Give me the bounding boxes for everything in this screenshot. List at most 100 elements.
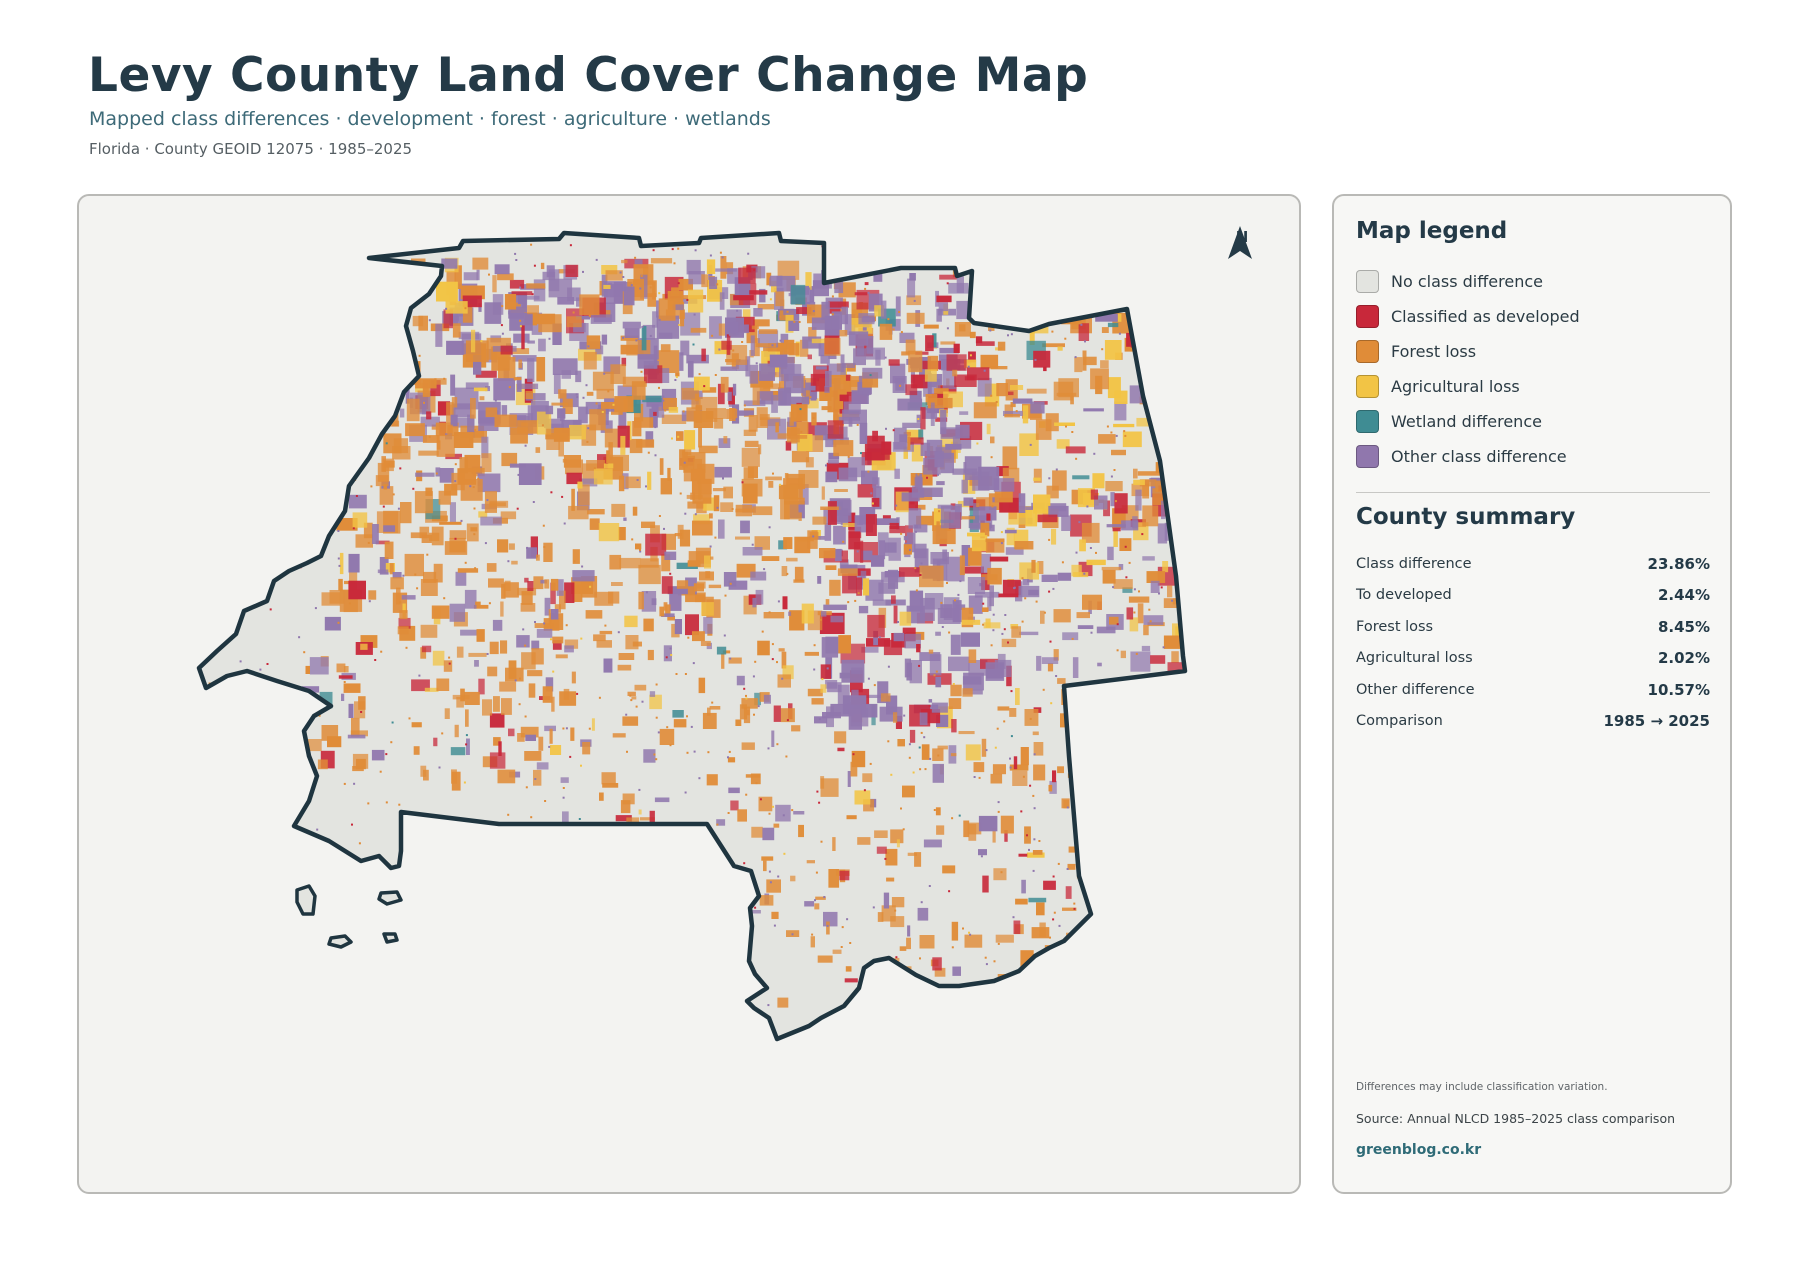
patch-agricultural-loss xyxy=(1086,1005,1088,1008)
patch-forest-loss xyxy=(464,307,467,310)
patch-other xyxy=(878,636,881,639)
patch-agricultural-loss xyxy=(1133,479,1145,486)
patch-other xyxy=(1143,255,1146,258)
patch-other xyxy=(972,471,990,491)
patch-agricultural-loss xyxy=(1051,528,1057,545)
patch-other xyxy=(848,331,869,346)
patch-forest-loss xyxy=(653,753,656,756)
patch-forest-loss xyxy=(808,327,817,342)
site-link[interactable]: greenblog.co.kr xyxy=(1356,1142,1482,1158)
patch-agricultural-loss xyxy=(1057,346,1063,351)
patch-developed xyxy=(652,249,655,252)
patch-forest-loss xyxy=(990,394,993,397)
patch-forest-loss xyxy=(481,453,492,473)
patch-other xyxy=(1032,869,1035,872)
patch-forest-loss xyxy=(935,670,938,673)
patch-developed xyxy=(876,846,887,854)
patch-other xyxy=(635,339,638,342)
patch-other xyxy=(718,348,721,351)
patch-agricultural-loss xyxy=(1142,311,1153,335)
patch-other xyxy=(653,976,656,979)
patch-forest-loss xyxy=(517,733,525,742)
county-map[interactable] xyxy=(79,196,1301,1194)
patch-forest-loss xyxy=(601,772,616,785)
patch-forest-loss xyxy=(632,506,638,516)
patch-other xyxy=(887,665,890,668)
patch-other xyxy=(368,600,371,603)
patch-other xyxy=(909,548,911,551)
patch-other xyxy=(1083,572,1086,575)
patch-other xyxy=(1084,340,1086,343)
patch-forest-loss xyxy=(634,256,637,259)
patch-developed xyxy=(259,705,262,708)
patch-other xyxy=(872,713,875,716)
patch-other xyxy=(253,727,256,730)
patch-other xyxy=(962,689,983,695)
patch-forest-loss xyxy=(472,290,475,293)
patch-agricultural-loss xyxy=(601,411,604,413)
patch-developed xyxy=(919,574,922,576)
patch-forest-loss xyxy=(1074,712,1092,725)
islands xyxy=(295,884,403,949)
patch-forest-loss xyxy=(1098,434,1116,444)
patch-forest-loss xyxy=(784,473,789,479)
patch-forest-loss xyxy=(768,275,771,278)
patch-other xyxy=(592,1020,595,1022)
patch-forest-loss xyxy=(1113,469,1116,471)
patch-forest-loss xyxy=(439,831,442,834)
patch-developed xyxy=(998,593,1019,598)
patch-forest-loss xyxy=(1033,468,1042,483)
patch-other xyxy=(938,302,948,312)
patch-agricultural-loss xyxy=(1104,340,1122,360)
patch-forest-loss xyxy=(423,401,425,404)
patch-other xyxy=(739,324,749,334)
patch-forest-loss xyxy=(329,398,332,401)
patch-developed xyxy=(200,756,203,759)
patch-other xyxy=(639,550,642,553)
patch-agricultural-loss xyxy=(436,281,458,302)
patch-other xyxy=(445,307,448,310)
patch-forest-loss xyxy=(806,860,815,864)
patch-forest-loss xyxy=(500,601,504,617)
patch-agricultural-loss xyxy=(360,643,368,650)
patch-forest-loss xyxy=(863,799,875,812)
patch-other xyxy=(873,630,878,646)
patch-other xyxy=(641,326,644,328)
patch-other xyxy=(524,444,527,447)
patch-forest-loss xyxy=(786,557,798,562)
county-boundary xyxy=(196,230,1188,1042)
patch-other xyxy=(858,605,869,614)
patch-forest-loss xyxy=(573,560,576,563)
patch-other xyxy=(757,705,760,708)
patch-forest-loss xyxy=(753,713,755,716)
patch-developed xyxy=(1150,655,1166,664)
map-panel[interactable]: N xyxy=(77,194,1301,1194)
patch-forest-loss xyxy=(318,714,321,717)
patch-forest-loss xyxy=(950,753,957,757)
patch-other xyxy=(562,796,565,799)
patch-forest-loss xyxy=(665,604,671,617)
patch-forest-loss xyxy=(336,518,358,531)
patch-forest-loss xyxy=(1083,693,1086,696)
patch-other xyxy=(279,545,282,548)
patch-other xyxy=(480,516,502,526)
patch-other xyxy=(961,479,968,494)
patch-other xyxy=(473,354,482,375)
patch-developed xyxy=(883,639,903,656)
patch-agricultural-loss xyxy=(671,437,673,440)
patch-other xyxy=(866,246,869,249)
patch-forest-loss xyxy=(698,373,701,376)
legend-label: Other class difference xyxy=(1391,447,1567,466)
patch-agricultural-loss xyxy=(624,615,638,628)
patch-developed xyxy=(686,299,689,301)
patch-developed xyxy=(489,752,506,769)
patch-forest-loss xyxy=(789,610,805,631)
patch-forest-loss xyxy=(906,295,922,306)
patch-forest-loss xyxy=(1024,709,1039,726)
patch-forest-loss xyxy=(682,410,685,413)
patch-agricultural-loss xyxy=(1006,527,1015,546)
patch-forest-loss xyxy=(1138,337,1152,356)
patch-agricultural-loss xyxy=(985,618,991,628)
patch-developed xyxy=(531,293,534,296)
patch-developed xyxy=(860,540,864,563)
